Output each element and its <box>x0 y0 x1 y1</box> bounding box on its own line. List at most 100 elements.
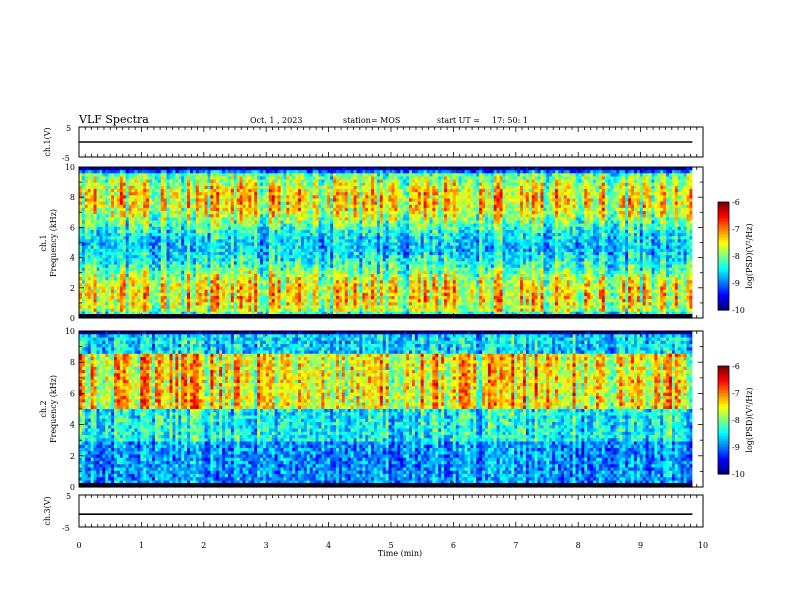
spectrogram-cell <box>198 248 203 253</box>
spectrogram-cell <box>146 239 150 244</box>
spectrogram-cell <box>292 167 296 171</box>
spectrogram-cell <box>251 201 255 206</box>
spectrogram-cell <box>292 270 296 275</box>
spectrogram-cell <box>254 311 258 316</box>
spectrogram-cell <box>116 258 121 262</box>
spectrogram-cell <box>122 305 127 310</box>
spectrogram-cell <box>99 270 103 275</box>
spectrogram-cell <box>260 198 264 203</box>
spectrogram-cell <box>207 299 212 303</box>
spectrogram-cell <box>260 302 264 307</box>
spectrogram-cell <box>318 270 323 275</box>
spectrogram-cell <box>242 286 247 291</box>
spectrogram-cell <box>79 173 83 178</box>
spectrogram-cell <box>309 201 314 206</box>
spectrogram-cell <box>134 226 139 231</box>
spectrogram-cell <box>295 204 299 209</box>
spectrogram-cell <box>111 251 115 256</box>
spectrogram-cell <box>260 176 264 181</box>
spectrogram-cell <box>143 277 147 281</box>
spectrogram-cell <box>81 308 86 313</box>
spectrogram-cell <box>79 277 83 281</box>
spectrogram-cell <box>280 286 285 291</box>
spectrogram-cell <box>149 305 153 310</box>
spectrogram-cell <box>175 239 179 244</box>
spectrogram-cell <box>245 264 250 269</box>
spectrogram-cell <box>192 308 197 313</box>
spectrogram-cell <box>327 198 331 203</box>
spectrogram-cell <box>271 302 276 307</box>
spectrogram-cell <box>271 286 276 291</box>
spectrogram-cell <box>84 198 89 203</box>
spectrogram-cell <box>312 173 317 178</box>
spectrogram-cell <box>154 185 159 190</box>
spectrogram-cell <box>274 204 279 209</box>
spectrogram-cell <box>204 207 209 212</box>
spectrogram-cell <box>306 201 311 206</box>
spectrogram-cell <box>245 173 250 178</box>
spectrogram-cell <box>292 292 296 297</box>
spectrogram-cell <box>292 182 296 187</box>
spectrogram-cell <box>111 311 115 316</box>
spectrogram-cell <box>239 289 244 294</box>
spectrogram-cell <box>87 295 92 300</box>
spectrogram-cell <box>289 239 293 244</box>
spectrogram-cell <box>277 245 282 250</box>
spectrogram-cell <box>143 286 147 291</box>
spectrogram-cell <box>283 176 287 181</box>
spectrogram-cell <box>134 289 139 294</box>
spectrogram-cell <box>227 242 232 247</box>
spectrogram-cell <box>192 248 197 253</box>
spectrogram-cell <box>239 229 244 234</box>
spectrogram-cell <box>300 185 305 190</box>
spectrogram-cell <box>192 239 197 244</box>
spectrogram-cell <box>242 214 247 218</box>
spectrogram-cell <box>81 239 86 244</box>
spectrogram-cell <box>96 179 101 184</box>
spectrogram-cell <box>172 255 176 259</box>
spectrogram-cell <box>122 248 127 253</box>
spectrogram-cell <box>274 226 279 231</box>
spectrogram-cell <box>128 211 133 215</box>
spectrogram-cell <box>195 217 200 222</box>
spectrogram-cell <box>216 245 220 250</box>
spectrogram-cell <box>286 280 290 284</box>
spectrogram-cell <box>233 198 238 203</box>
spectrogram-cell <box>154 198 159 203</box>
spectrogram-cell <box>230 189 235 193</box>
spectrogram-cell <box>184 289 188 294</box>
spectrogram-cell <box>201 277 206 281</box>
spectrogram-cell <box>169 299 174 303</box>
spectrogram-cell <box>90 289 95 294</box>
spectrogram-cell <box>306 305 311 310</box>
spectrogram-cell <box>321 233 325 237</box>
spectrogram-cell <box>99 192 103 196</box>
spectrogram-cell <box>277 176 282 181</box>
spectrogram-cell <box>312 170 317 174</box>
spectrogram-cell <box>222 167 226 171</box>
spectrogram-cell <box>306 173 311 178</box>
spectrogram-cell <box>102 179 106 184</box>
spectrogram-cell <box>178 220 182 225</box>
spectrogram-cell <box>222 305 226 310</box>
spectrogram-cell <box>277 292 282 297</box>
spectrogram-cell <box>157 170 162 174</box>
spectrogram-cell <box>204 305 209 310</box>
spectrogram-cell <box>265 223 270 228</box>
spectrogram-cell <box>201 185 206 190</box>
spectrogram-cell <box>111 226 115 231</box>
spectrogram-cell <box>125 189 130 193</box>
spectrogram-cell <box>140 207 144 212</box>
spectrogram-cell <box>216 214 220 218</box>
spectrogram-cell <box>178 305 182 310</box>
spectrogram-cell <box>146 195 150 200</box>
spectrogram-cell <box>178 207 182 212</box>
spectrogram-cell <box>251 223 255 228</box>
spectrogram-cell <box>321 204 325 209</box>
spectrogram-cell <box>315 270 320 275</box>
spectrogram-cell <box>239 261 244 266</box>
spectrogram-cell <box>268 226 273 231</box>
spectrogram-cell <box>93 280 98 284</box>
spectrogram-cell <box>263 251 267 256</box>
spectrogram-cell <box>102 264 106 269</box>
